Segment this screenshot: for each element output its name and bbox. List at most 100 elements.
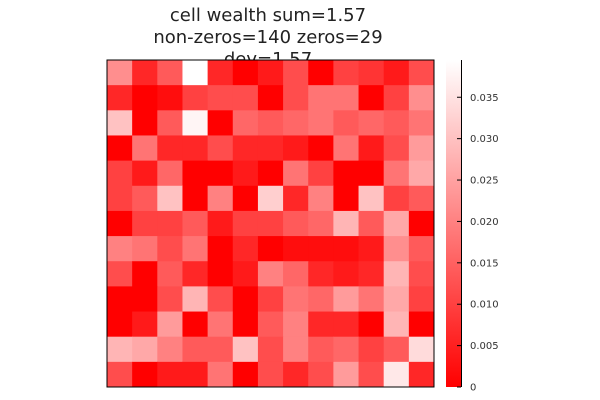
- heatmap-cell-r10-c2: [157, 311, 183, 338]
- heatmap-cell-r1-c1: [132, 85, 158, 111]
- heatmap-cell-r1-c5: [232, 85, 259, 111]
- heatmap-cell-r5-c1: [132, 185, 158, 212]
- heatmap-cell-r4-c5: [232, 160, 259, 187]
- heatmap-cell-r11-c6: [257, 336, 284, 363]
- heatmap-cell-r12-c9: [333, 361, 360, 388]
- heatmap-cell-r10-c9: [333, 311, 360, 338]
- heatmap-cell-r0-c5: [232, 60, 259, 86]
- heatmap-cell-r8-c6: [257, 261, 284, 287]
- heatmap-cell-r0-c10: [358, 60, 385, 86]
- heatmap-cell-r10-c11: [383, 311, 410, 338]
- heatmap-cell-r1-c2: [157, 85, 183, 111]
- heatmap-cell-r10-c10: [358, 311, 385, 338]
- heatmap-cell-r0-c3: [182, 60, 209, 86]
- heatmap-cell-r5-c12: [408, 185, 435, 212]
- heatmap-cell-r5-c6: [257, 185, 284, 212]
- heatmap-cell-r4-c9: [333, 160, 360, 187]
- heatmap-cell-r1-c0: [107, 85, 133, 111]
- heatmap-cell-r6-c10: [358, 210, 385, 237]
- heatmap-cell-r1-c8: [308, 85, 334, 111]
- heatmap-cell-r4-c4: [207, 160, 234, 187]
- heatmap-cell-r5-c8: [308, 185, 334, 212]
- heatmap-cell-r9-c4: [207, 286, 234, 313]
- heatmap-cell-r6-c6: [257, 210, 284, 237]
- heatmap-cell-r3-c6: [257, 135, 284, 162]
- heatmap-cell-r6-c12: [408, 210, 435, 237]
- heatmap-cell-r5-c9: [333, 185, 360, 212]
- heatmap-cell-r12-c3: [182, 361, 209, 388]
- heatmap-cell-r8-c9: [333, 261, 360, 287]
- heatmap-cell-r4-c0: [107, 160, 133, 187]
- heatmap-cell-r2-c5: [232, 110, 259, 136]
- colorbar-gradient: [446, 60, 461, 387]
- heatmap-cell-r5-c11: [383, 185, 410, 212]
- heatmap-cell-r6-c9: [333, 210, 360, 237]
- heatmap-cell-r7-c12: [408, 236, 435, 262]
- heatmap-cell-r12-c6: [257, 361, 284, 388]
- heatmap-cell-r2-c3: [182, 110, 209, 136]
- heatmap-cell-r8-c7: [283, 261, 309, 287]
- heatmap-cell-r10-c8: [308, 311, 334, 338]
- heatmap-cell-r9-c6: [257, 286, 284, 313]
- heatmap-cell-r8-c10: [358, 261, 385, 287]
- heatmap-cell-r3-c9: [333, 135, 360, 162]
- plot-frame: [106, 59, 435, 388]
- heatmap-cell-r8-c5: [232, 261, 259, 287]
- heatmap-cell-r9-c8: [308, 286, 334, 313]
- heatmap-cell-r0-c6: [257, 60, 284, 86]
- heatmap-cell-r9-c11: [383, 286, 410, 313]
- heatmap-cell-r12-c12: [408, 361, 435, 388]
- heatmap-cell-r5-c4: [207, 185, 234, 212]
- colorbar-tick-label: 0.035: [470, 93, 499, 104]
- heatmap-cell-r5-c5: [232, 185, 259, 212]
- heatmap-cell-r1-c12: [408, 85, 435, 111]
- colorbar: 0 0.005 0.010 0.015 0.020 0.025 0.030 0.035: [446, 60, 499, 394]
- colorbar-tick-label: 0.015: [470, 258, 499, 269]
- heatmap-cell-r3-c3: [182, 135, 209, 162]
- heatmap-cell-r12-c0: [107, 361, 133, 388]
- heatmap-cell-r11-c1: [132, 336, 158, 363]
- heatmap-cell-r4-c8: [308, 160, 334, 187]
- heatmap-cell-r12-c7: [283, 361, 309, 388]
- colorbar-tick-label: 0: [470, 383, 476, 394]
- heatmap-cell-r1-c9: [333, 85, 360, 111]
- colorbar-tick-label: 0.025: [470, 176, 499, 187]
- heatmap-cell-r6-c0: [107, 210, 133, 237]
- heatmap-cell-r7-c11: [383, 236, 410, 262]
- heatmap-cell-r7-c9: [333, 236, 360, 262]
- heatmap-cell-r7-c5: [232, 236, 259, 262]
- heatmap-cell-r8-c8: [308, 261, 334, 287]
- heatmap-cell-r6-c8: [308, 210, 334, 237]
- heatmap-cell-r3-c0: [107, 135, 133, 162]
- heatmap-cell-r9-c7: [283, 286, 309, 313]
- heatmap-cell-r11-c8: [308, 336, 334, 363]
- heatmap-cell-r4-c7: [283, 160, 309, 187]
- heatmap-cell-r8-c0: [107, 261, 133, 287]
- heatmap-cell-r11-c3: [182, 336, 209, 363]
- heatmap-cell-r4-c6: [257, 160, 284, 187]
- heatmap-cell-r0-c12: [408, 60, 435, 86]
- heatmap-cell-r0-c4: [207, 60, 234, 86]
- heatmap-cell-r7-c7: [283, 236, 309, 262]
- heatmap-cell-r7-c6: [257, 236, 284, 262]
- heatmap-cell-r10-c3: [182, 311, 209, 338]
- heatmap-cell-r12-c10: [358, 361, 385, 388]
- heatmap-cell-r2-c6: [257, 110, 284, 136]
- heatmap-cell-r9-c5: [232, 286, 259, 313]
- heatmap-cell-r3-c2: [157, 135, 183, 162]
- heatmap-cell-r9-c0: [107, 286, 133, 313]
- heatmap-cell-r2-c12: [408, 110, 435, 136]
- heatmap-cell-r11-c5: [232, 336, 259, 363]
- heatmap-cell-r7-c4: [207, 236, 234, 262]
- heatmap-cell-r3-c7: [283, 135, 309, 162]
- colorbar-tick-label: 0.010: [470, 300, 499, 311]
- heatmap-cell-r10-c6: [257, 311, 284, 338]
- heatmap-cell-r1-c4: [207, 85, 234, 111]
- heatmap-cell-r3-c10: [358, 135, 385, 162]
- heatmap-cell-r12-c4: [207, 361, 234, 388]
- heatmap-cell-r12-c5: [232, 361, 259, 388]
- heatmap-cell-r11-c2: [157, 336, 183, 363]
- heatmap-cell-r9-c3: [182, 286, 209, 313]
- heatmap-cell-r1-c3: [182, 85, 209, 111]
- heatmap-cell-r12-c8: [308, 361, 334, 388]
